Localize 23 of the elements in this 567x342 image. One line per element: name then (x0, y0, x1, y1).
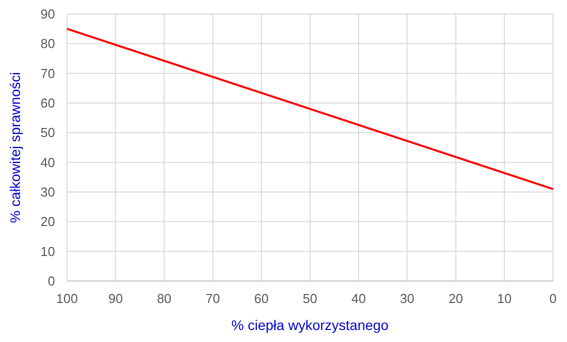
x-tick-label: 0 (549, 291, 557, 306)
x-tick-label: 10 (497, 291, 512, 306)
x-axis-title: % ciepła wykorzystanego (231, 317, 389, 333)
x-tick-label: 50 (302, 291, 318, 306)
y-axis-title: % całkowitej sprawności (7, 72, 23, 223)
y-tick-label: 90 (40, 6, 55, 22)
y-tick-label: 30 (40, 184, 55, 200)
x-tick-label: 40 (351, 291, 366, 306)
y-tick-label: 20 (40, 214, 55, 230)
x-tick-label: 30 (400, 291, 414, 306)
y-tick-label: 80 (40, 36, 55, 52)
y-tick-label: 10 (40, 244, 55, 259)
y-tick-label: 50 (40, 125, 55, 140)
y-tick-label: 60 (40, 96, 55, 111)
y-tick-label: 70 (40, 66, 55, 81)
x-tick-label: 20 (448, 291, 464, 306)
y-tick-label: 0 (48, 274, 55, 289)
x-tick-label: 60 (254, 291, 269, 306)
x-tick-label: 70 (206, 291, 220, 306)
x-tick-label: 90 (108, 291, 123, 306)
x-tick-label: 80 (156, 291, 172, 306)
y-tick-label: 40 (40, 154, 55, 170)
x-tick-label: 100 (56, 291, 78, 306)
